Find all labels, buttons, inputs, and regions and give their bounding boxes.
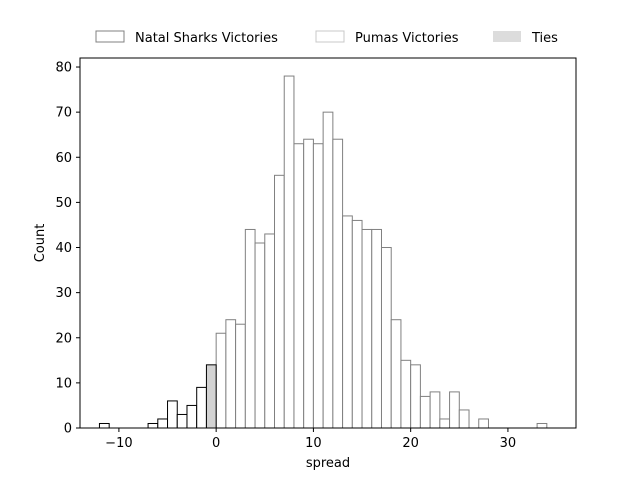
- y-tick-label: 80: [55, 61, 72, 76]
- y-tick-label: 0: [64, 422, 72, 437]
- x-tick-label: 20: [402, 436, 419, 451]
- bar-pumas-victories: [342, 215, 353, 429]
- bar-pumas-victories: [293, 143, 305, 429]
- x-tick-label: 0: [212, 436, 220, 451]
- bar-pumas-victories: [380, 247, 392, 429]
- bar-natal-sharks-victories: [167, 400, 178, 429]
- bar-pumas-victories: [274, 174, 285, 429]
- bar-pumas-victories: [235, 323, 246, 429]
- bar-pumas-victories: [458, 409, 470, 429]
- y-tick-label: 70: [55, 106, 72, 121]
- bar-pumas-victories: [410, 364, 421, 429]
- bar-ties: [205, 364, 217, 429]
- bar-pumas-victories: [312, 143, 324, 429]
- plot-frame: [79, 57, 577, 429]
- bar-pumas-victories: [351, 219, 363, 429]
- bar-natal-sharks-victories: [196, 386, 207, 429]
- bar-pumas-victories: [332, 138, 344, 429]
- y-axis-ticks: 0 10 20 30 40 50 60 70 80: [55, 61, 80, 437]
- bar-pumas-victories: [215, 332, 227, 429]
- bar-pumas-victories: [390, 319, 402, 429]
- legend-label-natal-sharks: Natal Sharks Victories: [135, 31, 278, 46]
- bar-pumas-victories: [361, 228, 373, 429]
- y-tick-label: 20: [55, 331, 72, 346]
- bar-natal-sharks-victories: [176, 413, 188, 429]
- bar-pumas-victories: [264, 233, 276, 429]
- x-tick-label: 30: [500, 436, 517, 451]
- x-axis-ticks: −10 0 10 20 30: [105, 428, 516, 451]
- bar-pumas-victories: [449, 391, 460, 429]
- y-tick-label: 10: [55, 376, 72, 391]
- legend: Natal Sharks Victories Pumas Victories T…: [95, 30, 558, 46]
- bar-pumas-victories: [478, 418, 489, 429]
- y-tick-label: 60: [55, 151, 72, 166]
- bar-pumas-victories: [400, 359, 412, 429]
- bar-pumas-victories: [244, 228, 256, 429]
- bar-pumas-victories: [536, 422, 548, 429]
- bar-natal-sharks-victories: [186, 404, 198, 429]
- bar-pumas-victories: [371, 228, 382, 429]
- bar-pumas-victories: [419, 395, 431, 429]
- legend-swatch-ties: [493, 31, 521, 42]
- x-axis-label: spread: [306, 456, 350, 471]
- bar-pumas-victories: [283, 75, 295, 429]
- y-tick-label: 40: [55, 241, 72, 256]
- legend-swatch-pumas: [315, 30, 345, 43]
- x-tick-label: 10: [305, 436, 322, 451]
- y-tick-label: 30: [55, 286, 72, 301]
- y-axis-label: Count: [33, 224, 48, 263]
- bar-pumas-victories: [322, 111, 334, 429]
- bar-pumas-victories: [254, 242, 266, 429]
- y-tick-label: 50: [55, 196, 72, 211]
- bar-pumas-victories: [225, 319, 237, 429]
- bar-natal-sharks-victories: [98, 422, 110, 429]
- bar-pumas-victories: [429, 391, 441, 429]
- bar-pumas-victories: [303, 138, 314, 429]
- bars-layer: [98, 75, 548, 429]
- bar-natal-sharks-victories: [157, 418, 169, 429]
- legend-swatch-natal-sharks: [95, 30, 125, 43]
- bar-natal-sharks-victories: [147, 422, 159, 429]
- legend-label-ties: Ties: [531, 31, 558, 46]
- legend-label-pumas: Pumas Victories: [355, 31, 459, 46]
- x-tick-label: −10: [105, 436, 132, 451]
- bar-pumas-victories: [439, 418, 451, 429]
